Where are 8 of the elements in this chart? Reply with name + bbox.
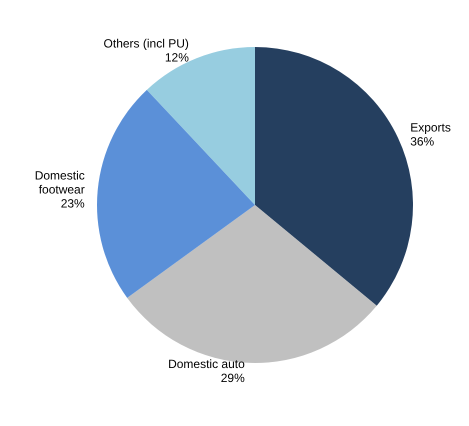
data-label: 36% — [410, 134, 435, 148]
data-label: 12% — [164, 50, 190, 65]
data-label: 23% — [60, 196, 86, 210]
slice-label: Others (incl PU) — [104, 36, 189, 51]
slice-label: Domestic auto — [168, 356, 246, 371]
slice-label: Exports — [410, 120, 451, 134]
data-label: 29% — [220, 370, 246, 385]
slice-label: Domestic footwear — [34, 168, 85, 196]
